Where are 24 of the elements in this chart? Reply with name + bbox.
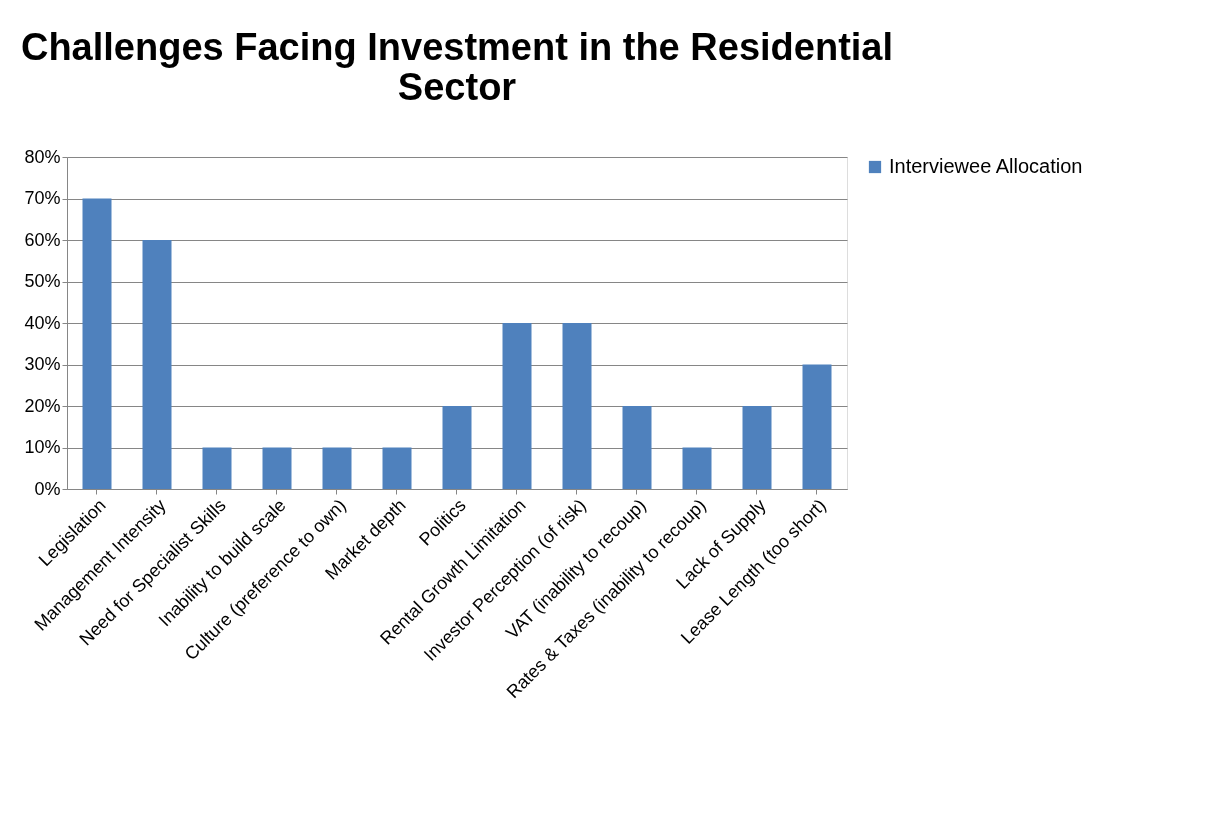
bar — [502, 323, 532, 489]
bar — [802, 364, 832, 489]
y-tick-label: 40% — [24, 312, 61, 333]
bar — [742, 406, 772, 489]
bar — [82, 198, 112, 489]
bar — [202, 447, 232, 489]
y-tick-label: 50% — [24, 271, 61, 291]
bar — [442, 406, 472, 489]
y-tick-label: 10% — [24, 437, 61, 457]
y-tick-label: 0% — [34, 478, 61, 499]
bar — [322, 447, 352, 489]
y-tick-label: 30% — [24, 354, 61, 374]
bar — [622, 406, 652, 489]
chart-title: Challenges Facing Investment in the Residential Sector — [20, 26, 894, 108]
legend-label: Interviewee Allocation — [889, 155, 1083, 177]
y-tick-label: 60% — [24, 229, 61, 250]
bar — [262, 447, 292, 489]
bar — [382, 447, 412, 489]
y-tick-label: 20% — [24, 395, 61, 416]
bar — [142, 240, 172, 489]
y-tick-label: 70% — [24, 188, 61, 208]
bar — [682, 447, 712, 489]
y-tick-label: 80% — [24, 146, 61, 167]
bar — [562, 323, 592, 489]
